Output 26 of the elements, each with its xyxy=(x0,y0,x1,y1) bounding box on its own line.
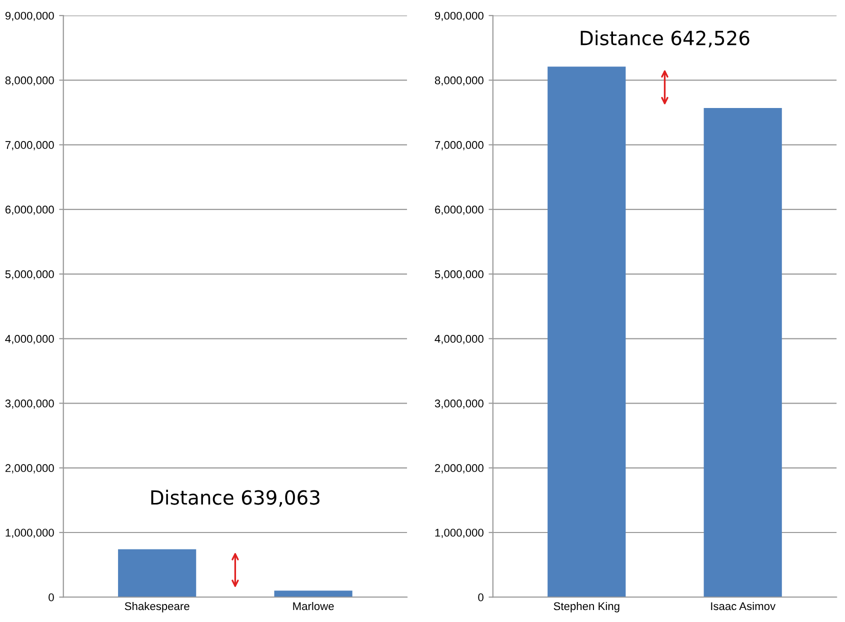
y-tick-label: 5,000,000 xyxy=(5,270,54,280)
y-tick-label: 6,000,000 xyxy=(435,206,484,215)
y-tick-label: 2,000,000 xyxy=(435,464,484,474)
y-tick-label: 1,000,000 xyxy=(6,528,54,538)
y-tick-label: 4,000,000 xyxy=(434,334,484,344)
y-tick-label: 2,000,000 xyxy=(5,464,54,474)
y-tick-label: 8,000,000 xyxy=(5,76,54,86)
x-tick-label: Stephen King xyxy=(554,602,620,612)
y-tick-label: 0 xyxy=(48,593,54,602)
y-tick-label: 9,000,000 xyxy=(434,12,484,21)
y-tick-label: 3,000,000 xyxy=(5,400,54,409)
y-tick-label: 5,000,000 xyxy=(434,270,484,280)
x-tick-label: Shakespeare xyxy=(124,602,190,612)
x-tick-label: Marlowe xyxy=(293,602,334,610)
y-tick-label: 3,000,000 xyxy=(434,400,484,409)
y-tick-label: 0 xyxy=(478,593,484,602)
y-tick-label: 4,000,000 xyxy=(5,334,54,344)
y-tick-label: 1,000,000 xyxy=(435,528,484,538)
y-tick-label: 8,000,000 xyxy=(434,76,484,86)
y-tick-label: 9,000,000 xyxy=(5,12,54,21)
annotation: Distance 642,526 xyxy=(580,30,750,48)
y-tick-label: 7,000,000 xyxy=(5,141,54,150)
x-tick-label: Isaac Asimov xyxy=(711,602,776,610)
y-tick-label: 7,000,000 xyxy=(435,141,484,150)
y-tick-label: 6,000,000 xyxy=(5,206,54,215)
annotation: Distance 639,063 xyxy=(151,490,320,507)
